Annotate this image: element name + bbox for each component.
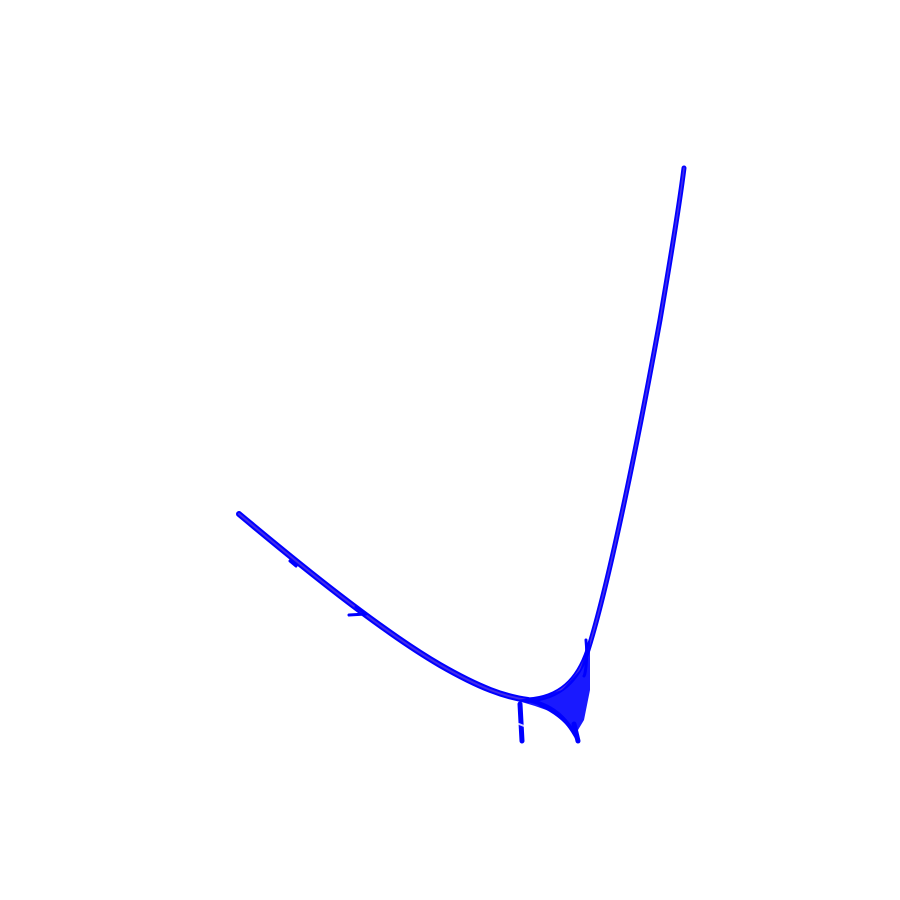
side-spur-edge-2 [288,559,298,568]
stub-left-edge [517,701,525,744]
stub-left-gap [518,723,525,727]
left-arm-edge [236,511,531,703]
hub-edge-c [582,638,589,678]
stub-right-edge [571,721,581,744]
side-spur-edge [347,605,368,617]
left-arm-edge-inner [238,513,529,701]
bottom-hub-fill [515,640,590,735]
right-arm-edge-inner [527,167,685,701]
edge-bundle [236,165,687,744]
right-arm-edge [525,165,687,703]
hub-edge-b [538,703,574,732]
